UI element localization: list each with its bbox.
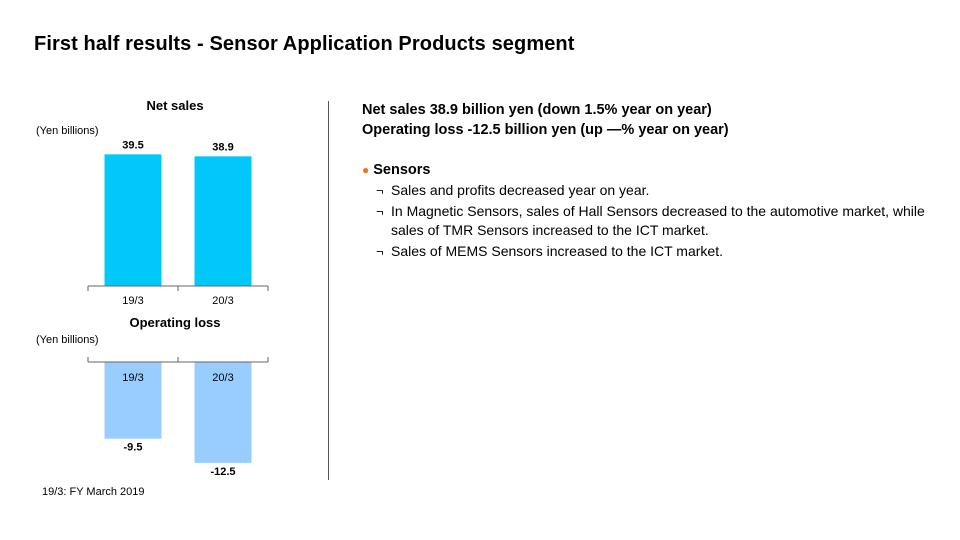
data-label: -12.5 (210, 466, 235, 478)
not-sign-bullet-icon: ¬ (376, 203, 384, 219)
not-sign-bullet-icon: ¬ (376, 243, 384, 259)
tick-label: 19/3 (122, 372, 143, 384)
bar (104, 154, 162, 286)
list-item: ¬ Sales and profits decreased year on yea… (362, 181, 932, 201)
bar (194, 362, 252, 463)
net-sales-chart-title: Net sales (146, 98, 204, 113)
divider (328, 101, 329, 480)
sensor-points: ¬ Sales and profits decreased year on yea… (362, 181, 932, 261)
tick-label: 20/3 (212, 372, 233, 384)
bar (104, 362, 162, 439)
summary-net-sales: Net sales 38.9 billion yen (down 1.5% ye… (362, 102, 712, 118)
not-sign-bullet-icon: ¬ (376, 183, 384, 198)
data-label: 39.5 (122, 139, 143, 151)
operating-loss-unit-label: (Yen billions) (36, 334, 99, 346)
operating-loss-chart: -9.5 19/3 -12.5 20/3 (87, 357, 269, 478)
tick-label: 20/3 (212, 295, 233, 307)
footnote: 19/3: FY March 2019 (42, 486, 145, 498)
section-sensors-label: Sensors (373, 162, 431, 178)
summary-panel: Net sales 38.9 billion yen (down 1.5% ye… (362, 100, 932, 262)
list-item: ¬ In Magnetic Sensors, sales of Hall Sens… (376, 202, 925, 239)
slide-title: First half results - Sensor Application … (34, 33, 575, 55)
list-item: ¬ Sales of MEMS Sensors increased to the … (362, 242, 932, 262)
operating-loss-chart-title: Operating loss (129, 315, 221, 330)
net-sales-unit-label: (Yen billions) (36, 125, 99, 137)
data-label: -9.5 (124, 442, 143, 454)
bar (194, 156, 252, 286)
data-label: 38.9 (212, 141, 233, 153)
summary-operating-loss: Operating loss -12.5 billion yen (up —% … (362, 122, 729, 138)
orange-bullet-icon: ● (362, 163, 370, 177)
section-sensors: ● Sensors (362, 160, 932, 180)
tick-label: 19/3 (122, 295, 143, 307)
net-sales-chart: 39.5 19/3 38.9 20/3 (87, 139, 269, 307)
